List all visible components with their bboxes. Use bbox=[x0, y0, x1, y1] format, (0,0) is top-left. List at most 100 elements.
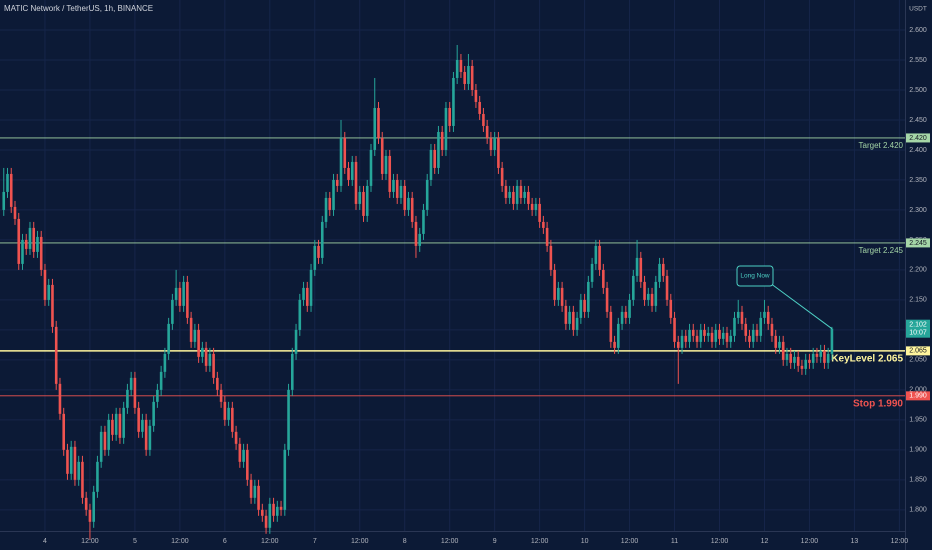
x-tick-label: 13 bbox=[851, 538, 859, 545]
candle-body bbox=[530, 203, 534, 210]
y-tick-label: 1.850 bbox=[909, 477, 927, 484]
candle-body bbox=[695, 335, 699, 342]
candle-body bbox=[804, 359, 807, 369]
candle-body bbox=[676, 341, 680, 348]
candle-body bbox=[227, 407, 230, 420]
level-name: Target 2.420 bbox=[859, 141, 904, 150]
candle-body bbox=[437, 131, 440, 168]
candle-body bbox=[39, 236, 43, 270]
candle-body bbox=[489, 137, 493, 150]
candle-body bbox=[733, 317, 736, 336]
candle-body bbox=[107, 419, 110, 450]
candle-body bbox=[605, 287, 609, 312]
candle-body bbox=[392, 179, 395, 192]
candle-body bbox=[399, 185, 403, 198]
candle-body bbox=[148, 425, 152, 450]
candle-body bbox=[448, 107, 451, 126]
candle-body bbox=[47, 284, 51, 300]
candle-body bbox=[744, 323, 748, 336]
candle-body bbox=[617, 323, 620, 348]
candle-body bbox=[66, 449, 69, 474]
candle-body bbox=[144, 419, 148, 450]
level-name: KeyLevel 2.065 bbox=[831, 354, 903, 365]
candle-body bbox=[167, 323, 170, 354]
candle-body bbox=[272, 503, 275, 516]
candle-body bbox=[789, 353, 793, 363]
candle-body bbox=[740, 311, 744, 324]
level-name: Target 2.245 bbox=[859, 246, 904, 255]
candle-body bbox=[96, 461, 99, 492]
currency-label: USDT bbox=[909, 6, 927, 13]
candle-body bbox=[688, 329, 691, 342]
candle-body bbox=[721, 332, 725, 339]
candle-body bbox=[88, 509, 92, 522]
candle-body bbox=[332, 179, 335, 210]
candle-body bbox=[774, 335, 778, 348]
candle-body bbox=[51, 284, 54, 327]
candle-body bbox=[62, 413, 66, 450]
candle-body bbox=[69, 446, 73, 474]
candle-body bbox=[197, 329, 200, 357]
x-tick-label: 12:00 bbox=[171, 538, 189, 545]
candle-body bbox=[219, 389, 223, 402]
candle-body bbox=[17, 218, 21, 264]
candle-body bbox=[294, 329, 298, 354]
candle-body bbox=[564, 305, 568, 324]
candle-body bbox=[193, 329, 197, 342]
candle-body bbox=[358, 191, 362, 204]
candle-body bbox=[433, 149, 436, 168]
y-tick-label: 2.200 bbox=[909, 267, 927, 274]
candle-body bbox=[77, 461, 80, 480]
candle-body bbox=[602, 269, 605, 288]
candle-body bbox=[174, 287, 178, 300]
x-tick-label: 11 bbox=[671, 538, 678, 545]
candle-body bbox=[84, 497, 88, 510]
candle-body bbox=[425, 179, 429, 210]
candle-body bbox=[706, 332, 710, 336]
candle-body bbox=[778, 341, 781, 348]
candle-body bbox=[639, 257, 643, 282]
candle-body bbox=[302, 287, 305, 300]
candle-body bbox=[343, 137, 347, 168]
candle-body bbox=[455, 59, 459, 78]
candle-body bbox=[201, 347, 204, 357]
candle-body bbox=[264, 515, 268, 528]
chart-title: MATIC Network / TetherUS, 1h, BINANCE bbox=[4, 4, 153, 13]
candle-body bbox=[133, 377, 137, 408]
candle-body bbox=[500, 167, 504, 186]
candle-body bbox=[2, 191, 6, 210]
candle-body bbox=[212, 353, 215, 378]
y-tick-label: 2.350 bbox=[909, 177, 927, 184]
x-tick-label: 12:00 bbox=[261, 538, 279, 545]
candle-body bbox=[658, 263, 661, 282]
candle-body bbox=[474, 89, 478, 102]
candle-body bbox=[748, 335, 751, 342]
candle-body bbox=[403, 185, 407, 210]
candle-body bbox=[703, 329, 706, 336]
candle-body bbox=[470, 65, 474, 90]
candle-body bbox=[538, 203, 541, 222]
callout-box bbox=[736, 265, 774, 287]
x-tick-label: 12:00 bbox=[441, 538, 459, 545]
candle-body bbox=[223, 401, 227, 420]
candle-body bbox=[714, 329, 718, 342]
candle-body bbox=[632, 275, 635, 300]
candle-body bbox=[823, 350, 826, 363]
candle-body bbox=[36, 236, 39, 252]
y-tick-label: 2.600 bbox=[909, 27, 927, 34]
candle-body bbox=[497, 137, 500, 168]
x-tick-label: 12:00 bbox=[621, 538, 639, 545]
candle-body bbox=[523, 191, 526, 198]
candle-body bbox=[568, 311, 571, 324]
candle-body bbox=[126, 389, 129, 408]
candle-body bbox=[328, 197, 332, 210]
candle-body bbox=[815, 353, 819, 357]
y-tick-label: 1.900 bbox=[909, 447, 927, 454]
candle-body bbox=[718, 329, 721, 339]
candle-body bbox=[21, 239, 24, 264]
candle-body bbox=[58, 383, 62, 414]
candle-body bbox=[24, 239, 28, 249]
candle-body bbox=[583, 299, 586, 312]
candle-body bbox=[99, 431, 103, 462]
